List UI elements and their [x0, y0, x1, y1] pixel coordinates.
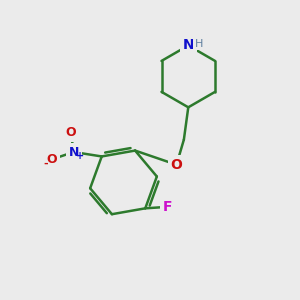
Text: O: O — [65, 126, 76, 140]
Text: N: N — [69, 146, 79, 158]
Text: N: N — [182, 38, 194, 52]
Text: H: H — [194, 39, 203, 49]
Text: O: O — [46, 153, 57, 166]
Text: F: F — [163, 200, 172, 214]
Text: O: O — [171, 158, 182, 172]
Text: -: - — [43, 159, 47, 169]
Text: +: + — [76, 152, 84, 161]
